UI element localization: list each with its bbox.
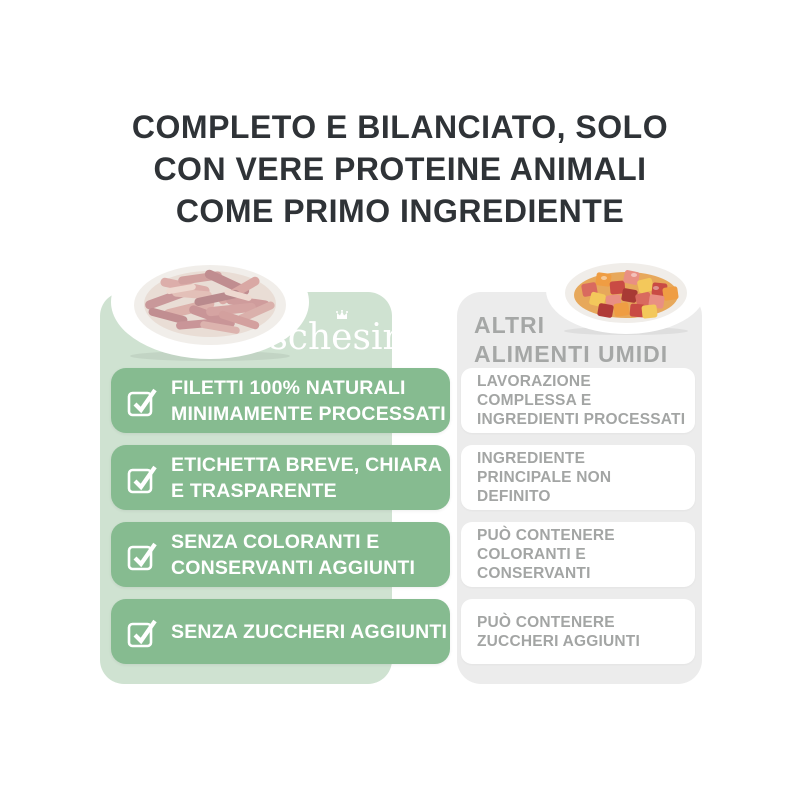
drawback-line: COMPLESSA E: [477, 392, 592, 409]
shredded-fillets: [145, 269, 275, 334]
others-plate-photo: [546, 246, 706, 335]
drawback-line: DEFINITO: [477, 488, 551, 505]
registered-dot-mark: [402, 331, 407, 335]
drawback-line: INGREDIENTE: [477, 450, 586, 467]
brand-accented-letter: e: [331, 317, 353, 358]
checkbox-checked-icon: [127, 465, 157, 493]
drawback-line: ZUCCHERI AGGIUNTI: [477, 632, 640, 650]
drawback-line: PRINCIPALE NON: [477, 469, 612, 486]
checkbox-checked-icon: [127, 542, 157, 570]
benefit-line: CONSERVANTI AGGIUNTI: [171, 556, 416, 579]
others-column-header: ALTRI ALIMENTI UMIDI: [474, 311, 668, 369]
drawback-line: COLORANTI E: [477, 546, 586, 563]
crown-icon: [335, 310, 348, 319]
headline-line-1: COMPLETO E BILANCIATO, SOLO: [131, 109, 669, 145]
schesir-benefit-row-2: ETICHETTA BREVE, CHIARA E TRASPARENTE: [111, 445, 450, 510]
headline-line-2: CON VERE PROTEINE ANIMALI: [153, 151, 647, 187]
others-header-line-2: ALIMENTI UMIDI: [474, 341, 669, 367]
schesir-plate-photo: [111, 245, 309, 361]
drawback-line: CONSERVANTI: [477, 565, 591, 582]
benefit-line: MINIMAMENTE PROCESSATI: [171, 402, 446, 425]
checkbox-checked-icon: [127, 619, 157, 647]
schesir-benefit-row-4: SENZA ZUCCHERI AGGIUNTI: [111, 599, 450, 664]
schesir-benefit-row-1: FILETTI 100% NATURALI MINIMAMENTE PROCES…: [111, 368, 450, 433]
headline: COMPLETO E BILANCIATO, SOLO CON VERE PRO…: [0, 106, 800, 232]
drawback-line: PUÒ CONTENERE: [477, 613, 615, 631]
schesir-logo: sch esir: [258, 310, 418, 358]
others-drawback-row-2: INGREDIENTE PRINCIPALE NON DEFINITO: [461, 445, 695, 510]
benefit-line: ETICHETTA BREVE, CHIARA: [171, 453, 443, 476]
schesir-benefit-row-3: SENZA COLORANTI E CONSERVANTI AGGIUNTI: [111, 522, 450, 587]
others-header-line-1: ALTRI: [474, 312, 546, 338]
benefit-line: SENZA COLORANTI E: [171, 530, 380, 553]
food-cubes: [581, 270, 679, 319]
benefit-line: E TRASPARENTE: [171, 479, 337, 502]
brand-suffix: sir: [352, 317, 400, 358]
others-drawback-row-3: PUÒ CONTENERE COLORANTI E CONSERVANTI: [461, 522, 695, 587]
drawback-line: INGREDIENTI PROCESSATI: [477, 411, 686, 428]
brand-prefix: sch: [269, 317, 332, 358]
headline-line-3: COME PRIMO INGREDIENTE: [175, 193, 625, 229]
checkbox-checked-icon: [127, 388, 157, 416]
others-drawback-row-4: PUÒ CONTENERE ZUCCHERI AGGIUNTI: [461, 599, 695, 664]
drawback-line: LAVORAZIONE: [477, 373, 591, 390]
others-drawback-row-1: LAVORAZIONE COMPLESSA E INGREDIENTI PROC…: [461, 368, 695, 433]
benefit-line: FILETTI 100% NATURALI: [171, 376, 406, 399]
benefit-line: SENZA ZUCCHERI AGGIUNTI: [171, 620, 448, 643]
drawback-line: PUÒ CONTENERE: [477, 527, 615, 544]
